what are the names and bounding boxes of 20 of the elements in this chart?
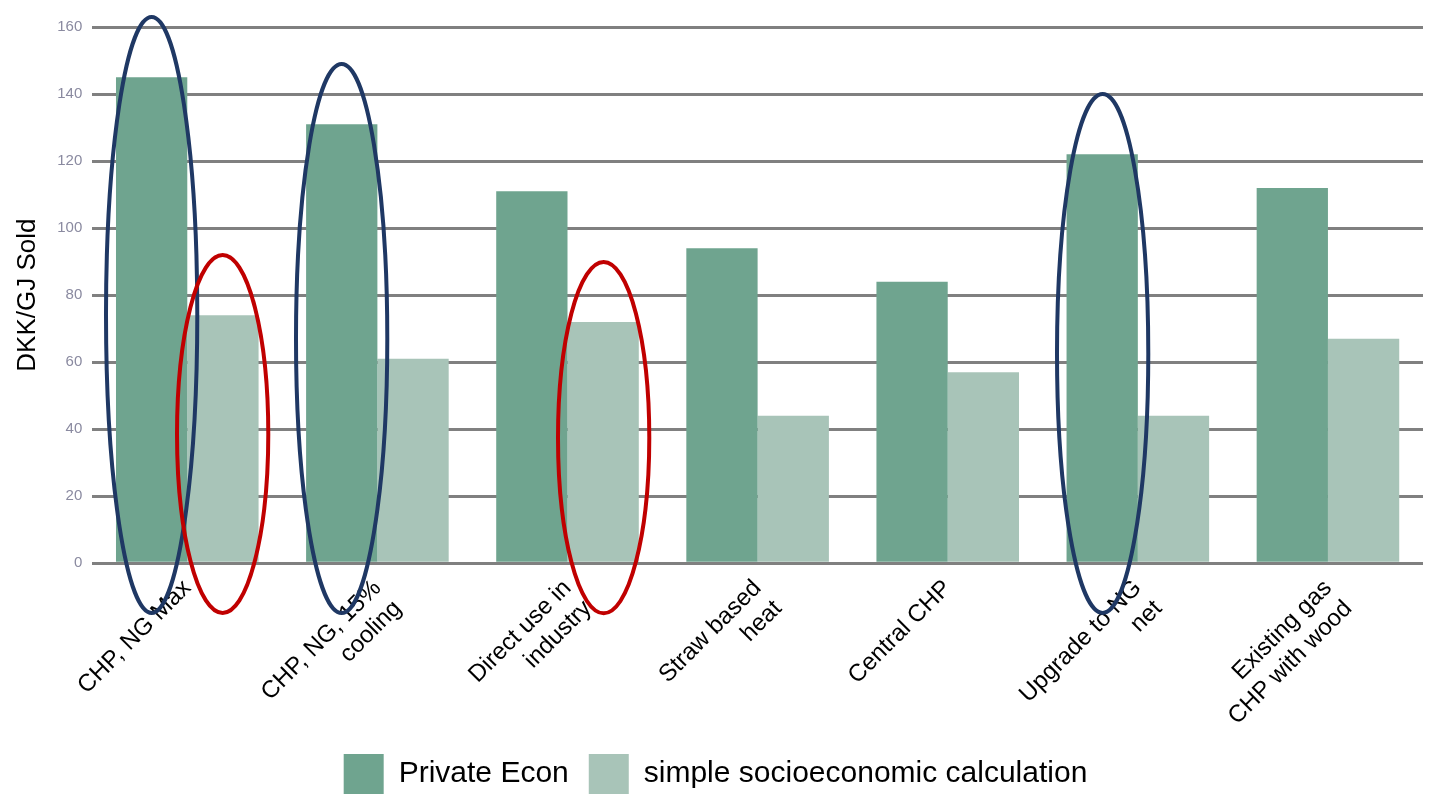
bar <box>947 372 1020 562</box>
bar <box>567 321 639 562</box>
y-tick-label: 40 <box>65 419 83 437</box>
y-tick-label: 60 <box>65 352 83 370</box>
legend-label: simple socioeconomic calculation <box>643 755 1088 789</box>
y-tick-label: 160 <box>57 17 83 35</box>
y-tick-label: 120 <box>57 151 83 169</box>
bar <box>686 248 758 562</box>
bar <box>1137 415 1210 562</box>
y-tick-label: 100 <box>57 218 83 236</box>
y-tick-label: 20 <box>65 486 83 504</box>
bar <box>757 415 829 562</box>
y-axis-title: DKK/GJ Sold <box>10 218 41 372</box>
bar <box>1256 187 1328 562</box>
legend-label: Private Econ <box>398 755 569 789</box>
bar <box>1327 338 1400 562</box>
y-tick-label: 80 <box>65 285 83 303</box>
y-tick-label: 140 <box>57 84 83 102</box>
y-tick-label: 0 <box>73 553 83 571</box>
bar <box>876 281 948 562</box>
